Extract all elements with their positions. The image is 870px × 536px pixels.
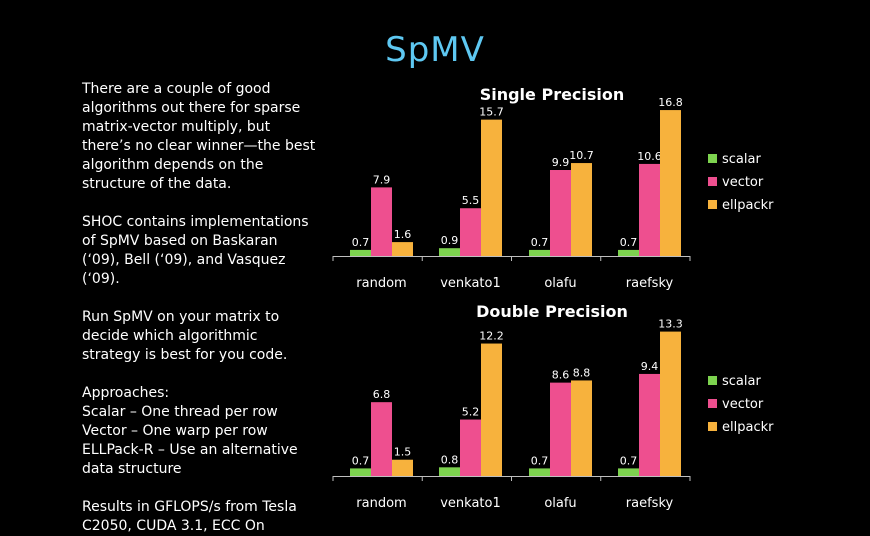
bar-vector-random (371, 187, 392, 256)
category-label-raefsky: raefsky (626, 496, 674, 511)
bar-scalar-raefsky (618, 249, 639, 256)
data-label-ellpackr-venkato1: 15.7 (479, 106, 504, 119)
bar-scalar-olafu (529, 249, 550, 256)
data-label-ellpackr-venkato1: 12.2 (479, 330, 504, 343)
data-label-vector-raefsky: 10.6 (637, 150, 662, 163)
data-label-vector-venkato1: 5.2 (462, 406, 480, 419)
bar-ellpackr-random (392, 242, 413, 256)
bar-vector-raefsky (639, 163, 660, 256)
bar-scalar-random (350, 249, 371, 256)
bar-scalar-venkato1 (439, 467, 460, 476)
legend-swatch-ellpackr (708, 422, 717, 431)
legend-label-ellpackr: ellpackr (722, 420, 774, 435)
data-label-scalar-olafu: 0.7 (531, 454, 549, 467)
category-label-olafu: olafu (544, 276, 576, 291)
chart-title: Single Precision (480, 85, 625, 104)
category-label-olafu: olafu (544, 496, 576, 511)
data-label-vector-raefsky: 9.4 (641, 360, 659, 373)
paragraph-shoc: SHOC contains implementations of SpMV ba… (82, 214, 309, 287)
data-label-vector-olafu: 8.6 (552, 369, 570, 382)
bar-ellpackr-olafu (571, 380, 592, 476)
bar-vector-olafu (550, 382, 571, 476)
category-label-random: random (356, 496, 406, 511)
bar-vector-raefsky (639, 373, 660, 476)
legend-label-scalar: scalar (722, 374, 761, 389)
data-label-vector-olafu: 9.9 (552, 156, 570, 169)
bar-ellpackr-venkato1 (481, 343, 502, 476)
paragraph-intro: There are a couple of good algorithms ou… (82, 81, 316, 192)
bar-ellpackr-random (392, 459, 413, 476)
category-label-venkato1: venkato1 (440, 496, 501, 511)
category-label-venkato1: venkato1 (440, 276, 501, 291)
data-label-ellpackr-olafu: 10.7 (569, 149, 594, 162)
category-label-raefsky: raefsky (626, 276, 674, 291)
bar-ellpackr-venkato1 (481, 119, 502, 257)
data-label-vector-venkato1: 5.5 (462, 194, 480, 207)
data-label-vector-random: 7.9 (373, 173, 391, 186)
slide-title: SpMV (385, 30, 485, 70)
bar-ellpackr-olafu (571, 163, 592, 256)
paragraph-approaches: Approaches: Scalar – One thread per row … (82, 385, 298, 477)
legend-swatch-vector (708, 177, 717, 186)
bar-vector-venkato1 (460, 419, 481, 476)
legend-label-scalar: scalar (722, 152, 761, 167)
data-label-scalar-raefsky: 0.7 (620, 236, 638, 249)
data-label-ellpackr-raefsky: 16.8 (658, 96, 683, 109)
data-label-scalar-olafu: 0.7 (531, 236, 549, 249)
bar-ellpackr-raefsky (660, 331, 681, 476)
data-label-ellpackr-olafu: 8.8 (573, 366, 591, 379)
data-label-scalar-venkato1: 0.9 (441, 234, 459, 247)
bar-scalar-olafu (529, 468, 550, 476)
legend-swatch-ellpackr (708, 200, 717, 209)
chart-title: Double Precision (476, 302, 628, 321)
data-label-scalar-random: 0.7 (352, 236, 370, 249)
category-label-random: random (356, 276, 406, 291)
legend-swatch-vector (708, 399, 717, 408)
legend-label-vector: vector (722, 397, 764, 412)
legend-label-ellpackr: ellpackr (722, 198, 774, 213)
bar-scalar-raefsky (618, 468, 639, 476)
data-label-scalar-random: 0.7 (352, 454, 370, 467)
bar-ellpackr-raefsky (660, 110, 681, 256)
data-label-ellpackr-random: 1.6 (394, 228, 412, 241)
bar-scalar-random (350, 468, 371, 476)
bar-vector-venkato1 (460, 208, 481, 256)
bar-scalar-venkato1 (439, 248, 460, 256)
data-label-scalar-raefsky: 0.7 (620, 454, 638, 467)
bar-vector-olafu (550, 170, 571, 256)
data-label-ellpackr-random: 1.5 (394, 446, 412, 459)
data-label-vector-random: 6.8 (373, 388, 391, 401)
legend-swatch-scalar (708, 376, 717, 385)
legend-swatch-scalar (708, 154, 717, 163)
paragraph-run: Run SpMV on your matrix to decide which … (82, 309, 288, 363)
data-label-scalar-venkato1: 0.8 (441, 453, 459, 466)
bar-vector-random (371, 402, 392, 476)
legend-label-vector: vector (722, 175, 764, 190)
data-label-ellpackr-raefsky: 13.3 (658, 318, 683, 331)
spmv-charts: Single Precision 0.7 7.9 1.6 random 0.9 5.5 15.… (332, 85, 774, 511)
